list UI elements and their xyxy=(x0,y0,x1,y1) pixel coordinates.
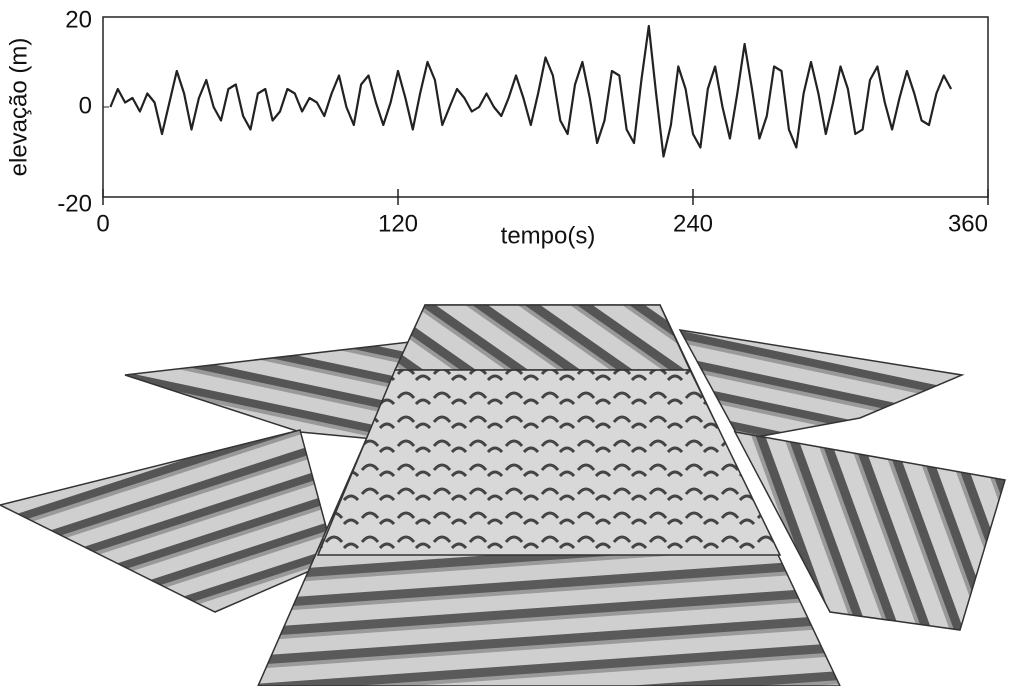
x-tick-label: 360 xyxy=(948,210,988,237)
y-tick-label: -20 xyxy=(57,190,92,217)
wave-sheet xyxy=(393,304,692,371)
y-axis-label: elevação (m) xyxy=(5,38,32,177)
x-tick-label: 120 xyxy=(378,210,418,237)
x-axis-label: tempo(s) xyxy=(501,222,596,249)
x-tick-label: 240 xyxy=(673,210,713,237)
y-tick-label: 0 xyxy=(79,92,92,119)
series-line xyxy=(109,24,953,158)
plot-frame xyxy=(102,16,989,198)
wave-sheet xyxy=(733,430,1006,631)
wave-sheet xyxy=(316,369,782,556)
wave-illustration xyxy=(0,304,1006,687)
x-tick-label: 0 xyxy=(96,210,109,237)
wave-sheet xyxy=(678,329,965,441)
wave-sheet xyxy=(124,341,411,441)
wave-sheet xyxy=(0,429,336,613)
y-tick-label: 20 xyxy=(65,6,92,33)
